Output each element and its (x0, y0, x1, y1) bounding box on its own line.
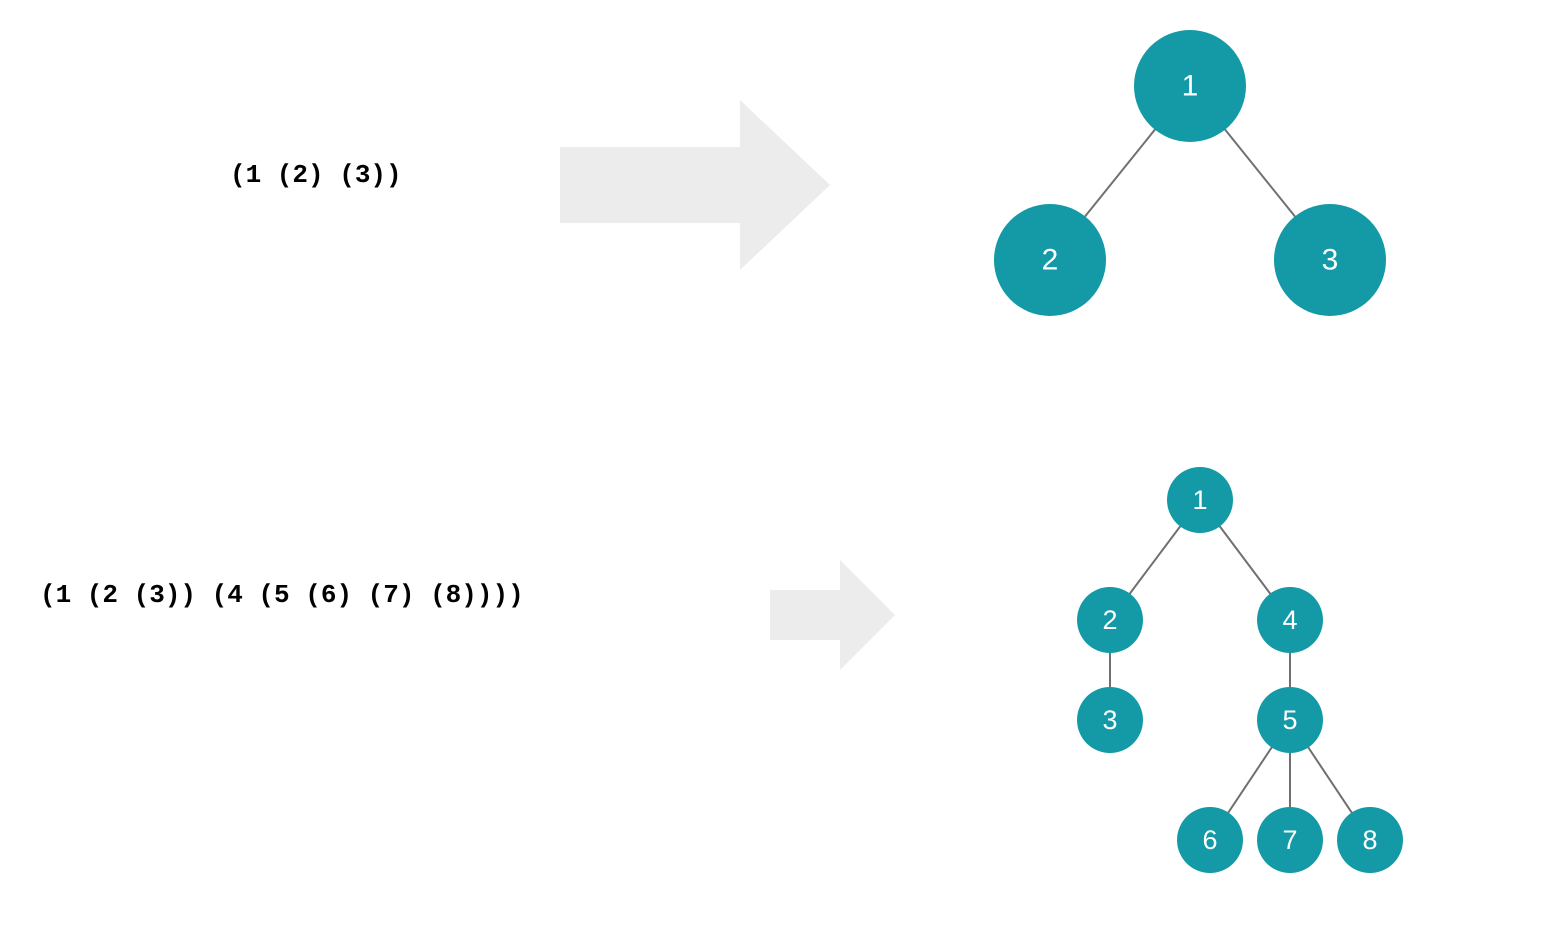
tree-node-label: 3 (1102, 705, 1117, 735)
tree-node: 1 (1134, 30, 1246, 142)
tree-edge (1225, 130, 1295, 217)
tree-edge (1308, 747, 1351, 812)
tree-edge (1220, 526, 1270, 593)
arrow-icon (560, 100, 830, 275)
tree-node-label: 6 (1202, 825, 1217, 855)
tree-node: 3 (1274, 204, 1386, 316)
tree-node: 5 (1257, 687, 1323, 753)
tree-node-label: 7 (1282, 825, 1297, 855)
tree-node: 7 (1257, 807, 1323, 873)
expression-1: (1 (2) (3)) (230, 160, 402, 190)
tree-edge (1130, 526, 1180, 593)
tree-node: 4 (1257, 587, 1323, 653)
tree-node: 1 (1167, 467, 1233, 533)
tree-diagram-1: 1 2 3 (930, 20, 1450, 345)
tree-edge (1228, 747, 1271, 812)
tree-node: 8 (1337, 807, 1403, 873)
tree-node-label: 3 (1322, 244, 1339, 277)
tree-node: 2 (994, 204, 1106, 316)
tree-diagram-2: 1 2 4 3 5 6 7 8 (990, 460, 1450, 925)
expression-2: (1 (2 (3)) (4 (5 (6) (7) (8)))) (40, 580, 524, 610)
diagram-canvas: (1 (2) (3)) 1 2 3 (1 (2 (3)) (4 (5 (6) (7)… (0, 0, 1542, 934)
tree-node-label: 5 (1282, 705, 1297, 735)
arrow-icon (770, 560, 895, 675)
tree-node: 3 (1077, 687, 1143, 753)
tree-node-label: 2 (1042, 244, 1059, 277)
tree-node-label: 2 (1102, 605, 1117, 635)
tree-node: 2 (1077, 587, 1143, 653)
tree-node-label: 1 (1192, 485, 1207, 515)
tree-node: 6 (1177, 807, 1243, 873)
tree-node-label: 8 (1362, 825, 1377, 855)
tree-edge (1085, 130, 1155, 217)
tree-node-label: 1 (1182, 70, 1199, 103)
tree-node-label: 4 (1282, 605, 1297, 635)
